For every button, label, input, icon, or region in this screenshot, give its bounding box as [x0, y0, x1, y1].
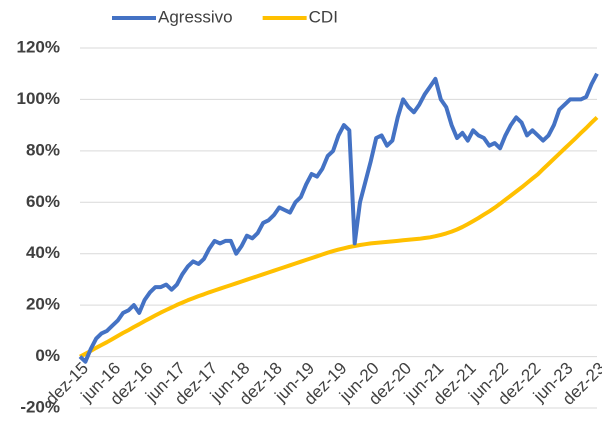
- legend-label: CDI: [309, 7, 338, 26]
- y-tick-label: 80%: [26, 140, 60, 159]
- y-tick-label: 120%: [17, 37, 60, 56]
- y-tick-label: 20%: [26, 295, 60, 314]
- y-tick-label: -20%: [20, 397, 60, 416]
- y-tick-label: 60%: [26, 192, 60, 211]
- y-tick-label: 100%: [17, 89, 60, 108]
- y-tick-label: 40%: [26, 243, 60, 262]
- legend-label: Agressivo: [158, 7, 233, 26]
- line-series: [79, 115, 599, 359]
- y-tick-label: 0%: [35, 346, 60, 365]
- line-series: [78, 72, 599, 364]
